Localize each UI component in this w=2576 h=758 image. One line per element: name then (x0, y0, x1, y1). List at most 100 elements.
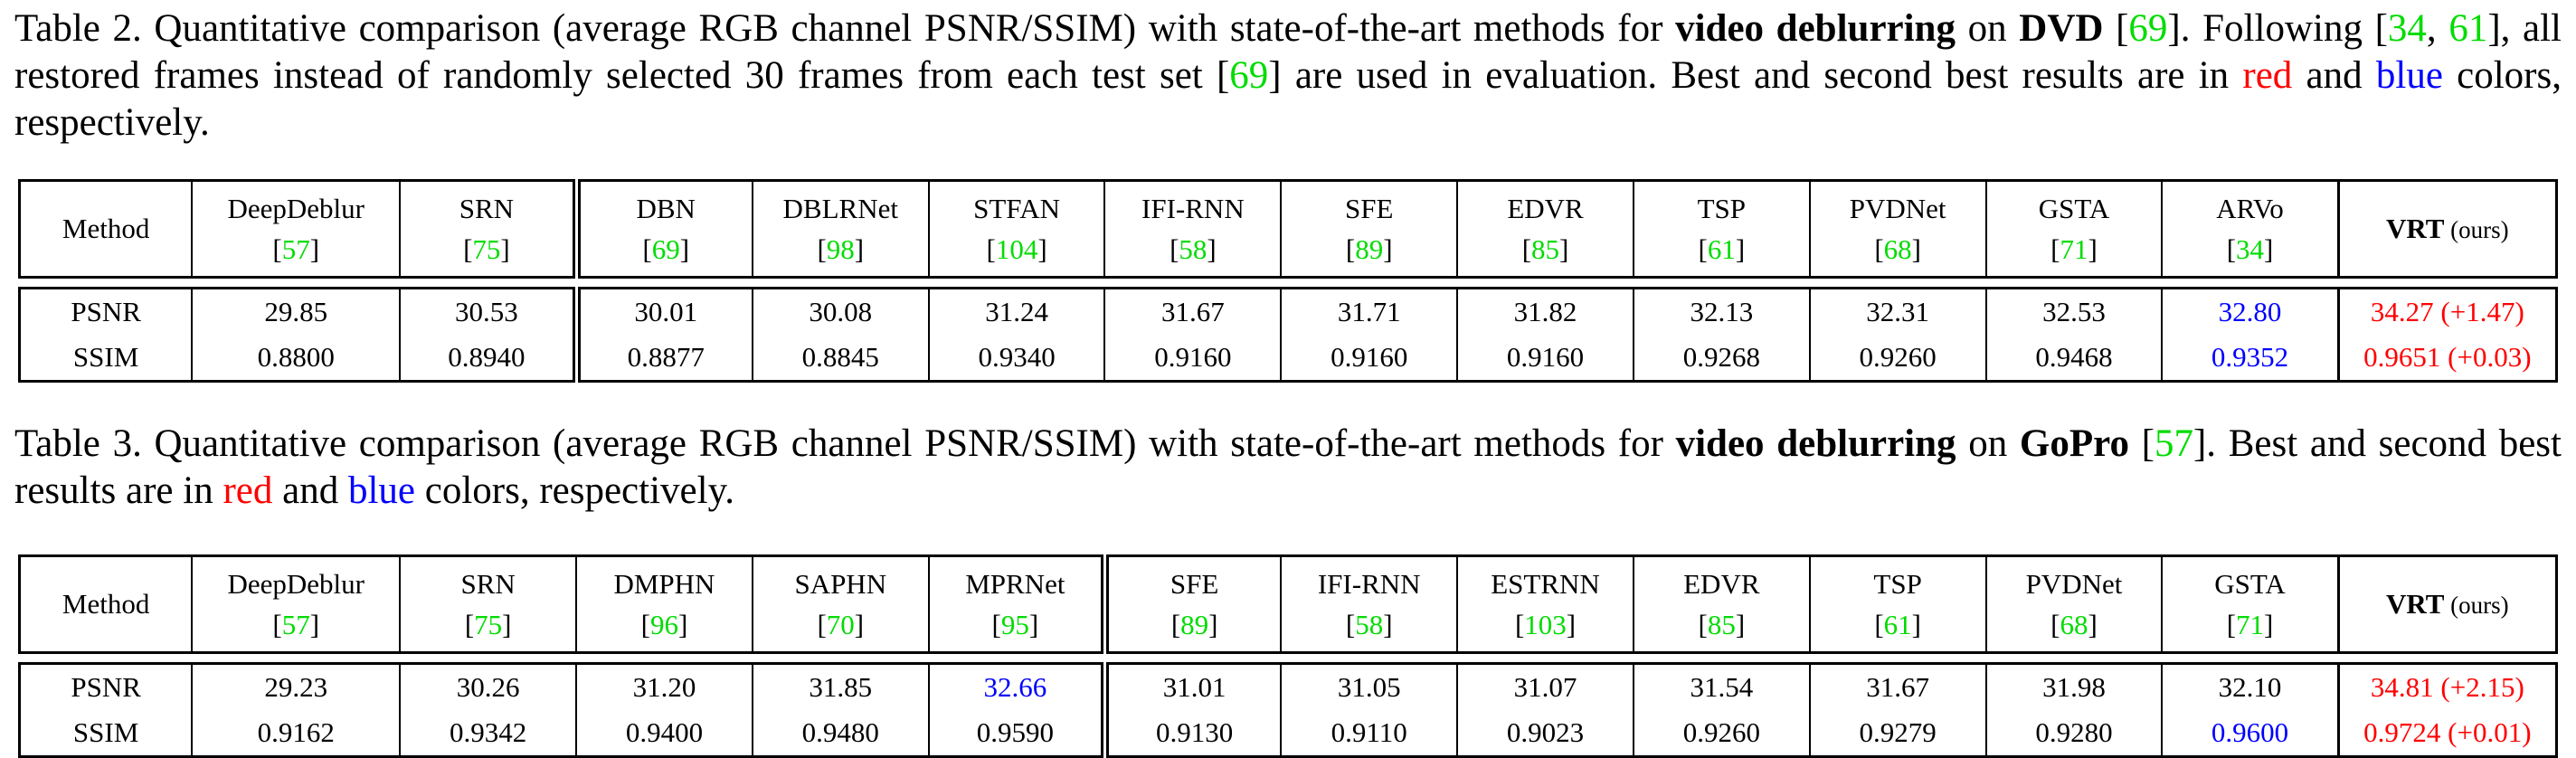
column-header-VRT: VRT (ours) (2336, 180, 2557, 278)
value-cell: 0.9160 (1103, 335, 1282, 382)
value-cell: 32.13 (1632, 288, 1810, 335)
value-cell: 30.08 (751, 288, 929, 335)
table-body-box: PSNR 29.23 30.26 31.20 31.85 32.66 31.01 31.05 3… (18, 662, 2558, 758)
caption-segment: [ (2128, 422, 2155, 465)
value-cell: 0.9130 (1100, 710, 1282, 757)
column-header-GSTA: GSTA [71] (2161, 555, 2339, 653)
reference: [58] (1170, 233, 1217, 265)
column-header-TSP: TSP [61] (1808, 555, 1986, 653)
value-cell: 34.81 (+2.15) (2336, 663, 2557, 710)
value-cell: 0.9600 (2161, 710, 2339, 757)
method-name: IFI-RNN (1317, 568, 1421, 600)
table3: Method DeepDeblur [57] SRN [75] DMPHN [96] SAPH… (18, 554, 2558, 758)
method-column-header: Method (62, 588, 150, 620)
value-cell: 0.9400 (575, 710, 753, 757)
reference-number: 58 (1179, 233, 1208, 265)
caption-segment: ] are used in evaluation. Best and secon… (1268, 54, 2243, 97)
reference: [68] (1874, 233, 1921, 265)
value-cell: 0.9468 (1984, 335, 2163, 382)
value-cell: 31.71 (1280, 288, 1458, 335)
reference-number: 96 (649, 609, 678, 640)
reference: [68] (2050, 609, 2098, 640)
method-name: MPRNet (965, 568, 1065, 600)
column-header-MPRNet: MPRNet [95] (927, 555, 1105, 653)
reference-number: 89 (1180, 609, 1209, 640)
value-cell: 0.8845 (751, 335, 929, 382)
value-cell: 0.9160 (1280, 335, 1458, 382)
caption-segment: red (2242, 54, 2293, 97)
vrt-ours-label: (ours) (2444, 592, 2509, 619)
value-cell: 31.24 (927, 288, 1105, 335)
value-cell: 31.20 (575, 663, 753, 710)
row-label-SSIM: SSIM (72, 716, 139, 748)
caption-segment: red (223, 469, 273, 512)
method-name: EDVR (1507, 193, 1584, 224)
value-cell: 0.9280 (1984, 710, 2163, 757)
method-name: ESTRNN (1491, 568, 1600, 600)
value-cell: 0.9023 (1456, 710, 1634, 757)
method-name: EDVR (1683, 568, 1760, 600)
caption-segment: ]. Best and second best results are in (14, 422, 2562, 512)
vrt-name: VRT (2386, 588, 2445, 620)
value-cell: 0.9160 (1456, 335, 1634, 382)
method-name: DBLRNet (782, 193, 898, 224)
method-name: TSP (1873, 568, 1922, 600)
reference: [69] (642, 233, 690, 265)
reference-number: 71 (2060, 233, 2088, 265)
reference: [85] (1698, 609, 1746, 640)
row-label-PSNR: PSNR (71, 296, 141, 327)
column-header-STFAN: STFAN [104] (927, 180, 1105, 278)
vrt-ours-label: (ours) (2444, 216, 2509, 243)
method-name: IFI-RNN (1141, 193, 1245, 224)
column-header-SAPHN: SAPHN [70] (751, 555, 929, 653)
caption-segment: blue (347, 469, 415, 512)
value-cell: 0.9651 (+0.03) (2336, 335, 2557, 382)
column-header-ESTRNN: ESTRNN [103] (1456, 555, 1634, 653)
reference-number: 85 (1531, 233, 1560, 265)
reference-number: 75 (474, 609, 503, 640)
caption-segment: blue (2375, 54, 2443, 97)
reference-number: 61 (1883, 609, 1912, 640)
value-cell: 34.27 (+1.47) (2336, 288, 2557, 335)
reference-number: 89 (1355, 233, 1384, 265)
method-name: SRN (460, 568, 516, 600)
column-header-GSTA: GSTA [71] (1984, 180, 2163, 278)
method-name: TSP (1697, 193, 1747, 224)
reference-number: 68 (1883, 233, 1912, 265)
caption-segment: and (272, 469, 348, 512)
value-cell: 31.01 (1100, 663, 1282, 710)
value-cell: 29.85 (191, 288, 401, 335)
reference: [71] (2226, 609, 2274, 640)
reference: [75] (464, 609, 512, 640)
value-cell: 31.05 (1280, 663, 1458, 710)
caption-segment: and (2292, 54, 2376, 97)
reference-number: 103 (1524, 609, 1567, 640)
column-header-ARVo: ARVo [34] (2161, 180, 2339, 278)
caption-segment: [ (2103, 7, 2129, 50)
caption-segment: colors, respectively. (14, 54, 2562, 144)
reference: [58] (1345, 609, 1393, 640)
reference-number: 61 (1707, 233, 1736, 265)
column-header-SRN: SRN [75] (399, 180, 577, 278)
table-row: PSNR 29.85 30.53 30.01 30.08 31.24 31.67 31.71 3… (20, 288, 2557, 335)
value-cell: 32.10 (2161, 663, 2339, 710)
value-cell: 31.98 (1984, 663, 2163, 710)
column-header-DMPHN: DMPHN [96] (575, 555, 753, 653)
value-cell: 32.80 (2161, 288, 2339, 335)
method-name: GSTA (2214, 568, 2286, 600)
reference-number: 57 (281, 233, 310, 265)
column-header-EDVR: EDVR [85] (1632, 555, 1810, 653)
method-name: STFAN (973, 193, 1061, 224)
column-header-IFI-RNN: IFI-RNN [58] (1280, 555, 1458, 653)
table-header-box: Method DeepDeblur [57] SRN [75] DBN [69] DBLRNe… (18, 179, 2558, 279)
column-header-DBN: DBN [69] (572, 180, 753, 278)
method-name: DeepDeblur (227, 568, 365, 600)
reference: [96] (640, 609, 688, 640)
table3-caption: Table 3. Quantitative comparison (averag… (0, 421, 2576, 515)
value-cell: 0.9279 (1808, 710, 1986, 757)
caption-segment: , (2426, 7, 2449, 50)
reference-number: 71 (2236, 609, 2265, 640)
value-cell: 0.8877 (572, 335, 753, 382)
value-cell: 0.9260 (1632, 710, 1810, 757)
table-row: SSIM 0.8800 0.8940 0.8877 0.8845 0.9340 0.9160… (20, 335, 2557, 382)
